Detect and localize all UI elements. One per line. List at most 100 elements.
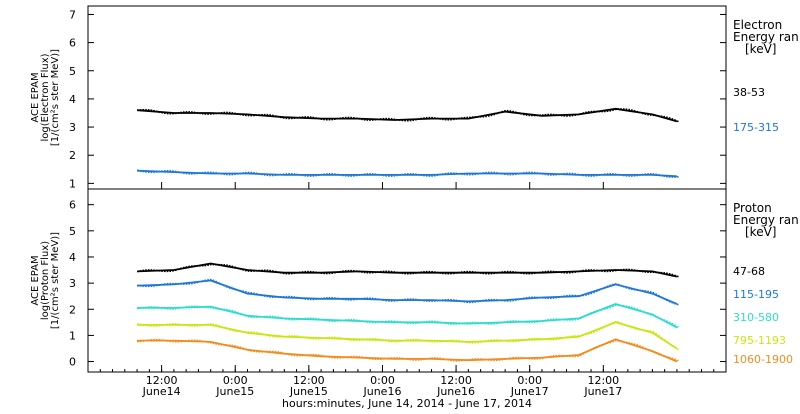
- data-point: [425, 300, 428, 302]
- data-point: [293, 272, 296, 275]
- data-point: [423, 174, 425, 177]
- data-point: [247, 270, 250, 272]
- data-point: [666, 299, 668, 302]
- data-point: [169, 170, 172, 172]
- data-point: [639, 289, 641, 292]
- data-point: [363, 118, 366, 121]
- data-point: [371, 337, 374, 340]
- x-tick-time: 12:00: [440, 374, 472, 387]
- data-point: [164, 270, 166, 273]
- data-point: [323, 297, 325, 299]
- data-point: [263, 269, 266, 272]
- data-point: [172, 270, 174, 272]
- data-point: [145, 269, 147, 271]
- data-point: [666, 272, 668, 275]
- y-tick-label: 5: [69, 225, 76, 238]
- data-point: [550, 113, 552, 116]
- data-point: [164, 323, 166, 326]
- data-point: [253, 172, 255, 174]
- data-point: [207, 306, 209, 309]
- data-point: [652, 314, 655, 317]
- x-tick-date: June15: [289, 385, 328, 398]
- data-point: [517, 340, 520, 342]
- data-point: [579, 174, 582, 176]
- data-point: [523, 321, 525, 323]
- data-point: [220, 283, 223, 286]
- data-point: [601, 270, 603, 272]
- data-point: [277, 296, 280, 298]
- data-point: [347, 116, 350, 119]
- data-point: [617, 173, 620, 176]
- data-point: [493, 359, 495, 362]
- data-point: [212, 279, 215, 282]
- data-point: [541, 320, 544, 322]
- data-point: [285, 353, 288, 355]
- x-tick-date: June17: [583, 385, 622, 398]
- data-point: [563, 319, 566, 321]
- data-point: [261, 351, 263, 353]
- data-point: [137, 307, 139, 310]
- data-point: [433, 117, 436, 119]
- data-point: [350, 116, 352, 119]
- data-point: [496, 339, 498, 341]
- data-point: [228, 287, 231, 289]
- data-point: [660, 296, 663, 299]
- data-point: [622, 268, 625, 271]
- data-point: [628, 108, 630, 111]
- data-point: [671, 301, 674, 304]
- data-point: [531, 171, 533, 174]
- data-point: [558, 114, 560, 117]
- data-point: [474, 271, 477, 273]
- data-point: [196, 339, 199, 342]
- data-point: [353, 339, 355, 341]
- data-point: [574, 271, 576, 273]
- data-point: [245, 269, 247, 272]
- data-point: [633, 307, 636, 309]
- data-point: [423, 271, 425, 273]
- data-point: [245, 331, 247, 333]
- data-point: [326, 173, 328, 175]
- data-point: [479, 341, 482, 343]
- data-point: [339, 337, 342, 339]
- data-point: [409, 172, 412, 175]
- data-point: [282, 317, 285, 320]
- data-point: [263, 333, 266, 336]
- data-point: [520, 320, 522, 323]
- data-point: [201, 112, 204, 115]
- data-point: [191, 111, 193, 113]
- data-point: [442, 322, 444, 324]
- data-point: [274, 316, 277, 318]
- data-point: [485, 322, 487, 325]
- data-point: [212, 171, 215, 174]
- legend-title: Energy ran: [733, 213, 799, 227]
- data-point: [525, 296, 528, 299]
- data-point: [598, 270, 601, 272]
- data-point: [433, 174, 436, 177]
- data-point: [674, 346, 676, 349]
- data-point: [361, 173, 363, 176]
- data-point: [477, 173, 479, 175]
- data-point: [558, 296, 560, 298]
- data-point: [582, 353, 585, 355]
- data-point: [417, 359, 420, 361]
- data-point: [658, 353, 660, 356]
- data-point: [172, 308, 174, 310]
- data-point: [609, 109, 612, 112]
- data-point: [506, 357, 509, 360]
- data-point: [282, 295, 285, 298]
- data-point: [180, 323, 182, 326]
- data-point: [407, 358, 409, 361]
- data-point: [493, 298, 495, 301]
- data-point: [601, 173, 603, 176]
- data-point: [617, 283, 620, 286]
- y-tick-label: 1: [69, 329, 76, 342]
- data-point: [622, 323, 625, 326]
- data-point: [649, 313, 652, 316]
- data-point: [676, 326, 679, 328]
- data-point: [585, 294, 587, 296]
- data-point: [255, 114, 258, 117]
- data-point: [242, 172, 244, 174]
- data-point: [558, 318, 560, 321]
- data-point: [614, 339, 617, 342]
- data-point: [199, 305, 201, 308]
